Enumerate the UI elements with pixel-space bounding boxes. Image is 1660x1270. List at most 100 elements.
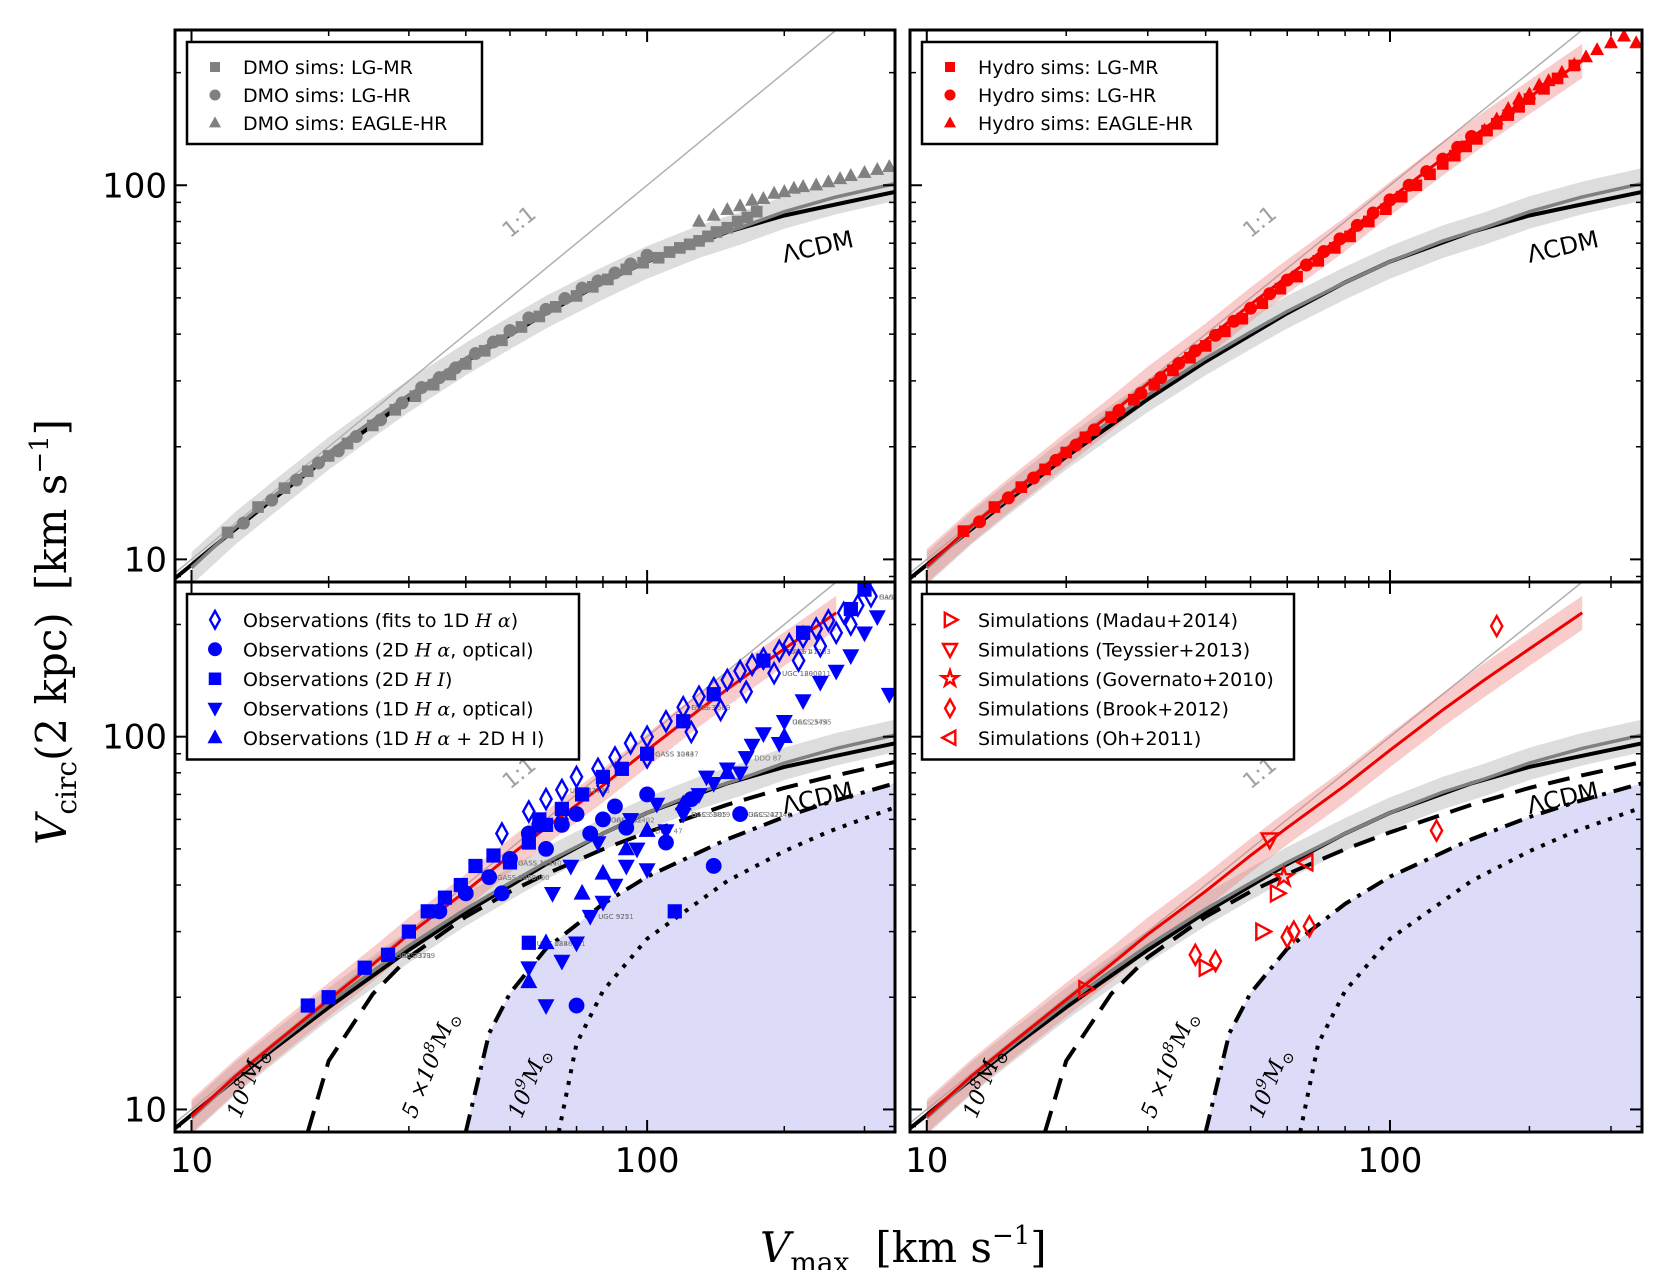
galaxy-label: UGC 3371 xyxy=(396,952,431,960)
legend-hydro: Hydro sims: LG-MR Hydro sims: LG-HR Hydro … xyxy=(920,40,1219,146)
galaxy-label: GASS 41783 xyxy=(787,648,831,656)
data-point xyxy=(842,649,860,666)
legend-box xyxy=(185,40,484,146)
mass-curve-5e8 xyxy=(1203,781,1642,1132)
legend-marker xyxy=(938,666,962,689)
data-point xyxy=(1263,287,1277,301)
data-point xyxy=(1489,111,1504,125)
data-point xyxy=(278,482,291,494)
legend-marker xyxy=(208,642,222,657)
data-point xyxy=(252,501,264,513)
data-point xyxy=(870,161,885,175)
excluded-region xyxy=(1205,783,1642,1132)
galaxy-label: UGC 18900 xyxy=(782,670,822,678)
dmo-scatter-band xyxy=(191,168,895,582)
data-point xyxy=(521,935,536,950)
data-point xyxy=(782,631,797,657)
series-square-0 xyxy=(221,205,763,539)
data-point xyxy=(843,601,858,617)
data-point xyxy=(1269,883,1289,904)
data-point xyxy=(1299,258,1313,272)
legend-label: Observations (2D H I) xyxy=(243,669,452,691)
data-point xyxy=(739,679,754,705)
data-point xyxy=(791,648,806,674)
series-triangle-2 xyxy=(691,159,895,227)
plot-area-obs: UGC 11748 GASS 3509 GASS 41783 GASS 40247 UG… xyxy=(175,582,895,1132)
data-point xyxy=(1501,101,1516,115)
ticks-sims xyxy=(910,582,1642,1132)
data-point xyxy=(494,821,509,846)
data-point xyxy=(1350,218,1364,232)
data-point xyxy=(1112,404,1126,417)
data-point xyxy=(1280,273,1294,287)
data-point xyxy=(659,708,673,734)
data-point xyxy=(1078,979,1097,1000)
data-point xyxy=(648,797,666,814)
data-point xyxy=(1554,64,1569,78)
data-point xyxy=(731,766,749,783)
data-point xyxy=(415,381,429,394)
data-point xyxy=(821,608,836,633)
data-point xyxy=(221,526,234,539)
legend-dmo: DMO sims: LG-MR DMO sims: LG-HR DMO sims: … xyxy=(185,40,484,146)
data-point xyxy=(537,933,555,950)
data-point xyxy=(767,660,782,686)
data-point xyxy=(1087,423,1101,437)
data-point xyxy=(568,997,585,1014)
data-point xyxy=(1629,35,1642,49)
data-point xyxy=(1302,913,1317,939)
data-point xyxy=(539,786,553,812)
mass-curve-5e8 xyxy=(463,781,895,1132)
data-point xyxy=(1255,921,1274,942)
data-point xyxy=(617,859,635,876)
one-to-one-label: 1:1 xyxy=(1239,202,1282,244)
legend-marker xyxy=(944,89,956,101)
data-point xyxy=(1154,371,1168,385)
mass-curve-1e9 xyxy=(1298,805,1642,1132)
data-point xyxy=(312,456,325,470)
data-point xyxy=(813,633,828,659)
data-point xyxy=(1286,919,1301,945)
galaxy-label: UGC 128 xyxy=(537,940,568,948)
data-point xyxy=(481,869,498,886)
data-point xyxy=(1489,613,1504,639)
data-point xyxy=(607,798,623,815)
galaxy-label: GASS 3050000 xyxy=(497,874,549,882)
galaxy-label: UGC 2574 xyxy=(792,718,828,726)
data-point xyxy=(1208,948,1223,974)
data-point xyxy=(591,274,605,288)
galaxy-label: UGC 2371 xyxy=(748,811,783,819)
data-point xyxy=(236,516,250,530)
data-point xyxy=(756,653,771,668)
data-point xyxy=(1383,193,1397,207)
legend-obs: Observations (fits to 1D H α) Observation… xyxy=(185,592,581,761)
data-point xyxy=(1402,178,1416,192)
data-point xyxy=(520,972,538,989)
data-point xyxy=(1532,77,1547,91)
legend-marker xyxy=(939,728,957,747)
legend-label: Simulations (Governato+2010) xyxy=(978,669,1274,691)
data-point xyxy=(1317,245,1331,259)
data-point xyxy=(827,664,845,681)
data-point xyxy=(697,770,716,787)
dmo-scatter-band xyxy=(191,719,895,1132)
data-point xyxy=(745,652,760,678)
data-point xyxy=(624,257,638,271)
data-point xyxy=(515,321,528,333)
mass-label-5e8: 5 ×108M⊙ xyxy=(1133,1007,1206,1123)
data-point xyxy=(1259,832,1280,851)
data-point xyxy=(594,863,612,880)
data-point xyxy=(575,787,590,802)
data-point xyxy=(690,788,708,804)
data-point xyxy=(772,638,787,664)
x-tick-label: 10 xyxy=(170,1141,213,1181)
data-point xyxy=(558,292,572,305)
data-point xyxy=(843,612,858,637)
data-point xyxy=(553,816,570,833)
legend-label: DMO sims: EAGLE-HR xyxy=(243,113,447,135)
data-point xyxy=(265,493,279,507)
mass-curve-1e9 xyxy=(556,805,895,1132)
data-point xyxy=(522,311,536,325)
data-point xyxy=(1578,49,1594,63)
